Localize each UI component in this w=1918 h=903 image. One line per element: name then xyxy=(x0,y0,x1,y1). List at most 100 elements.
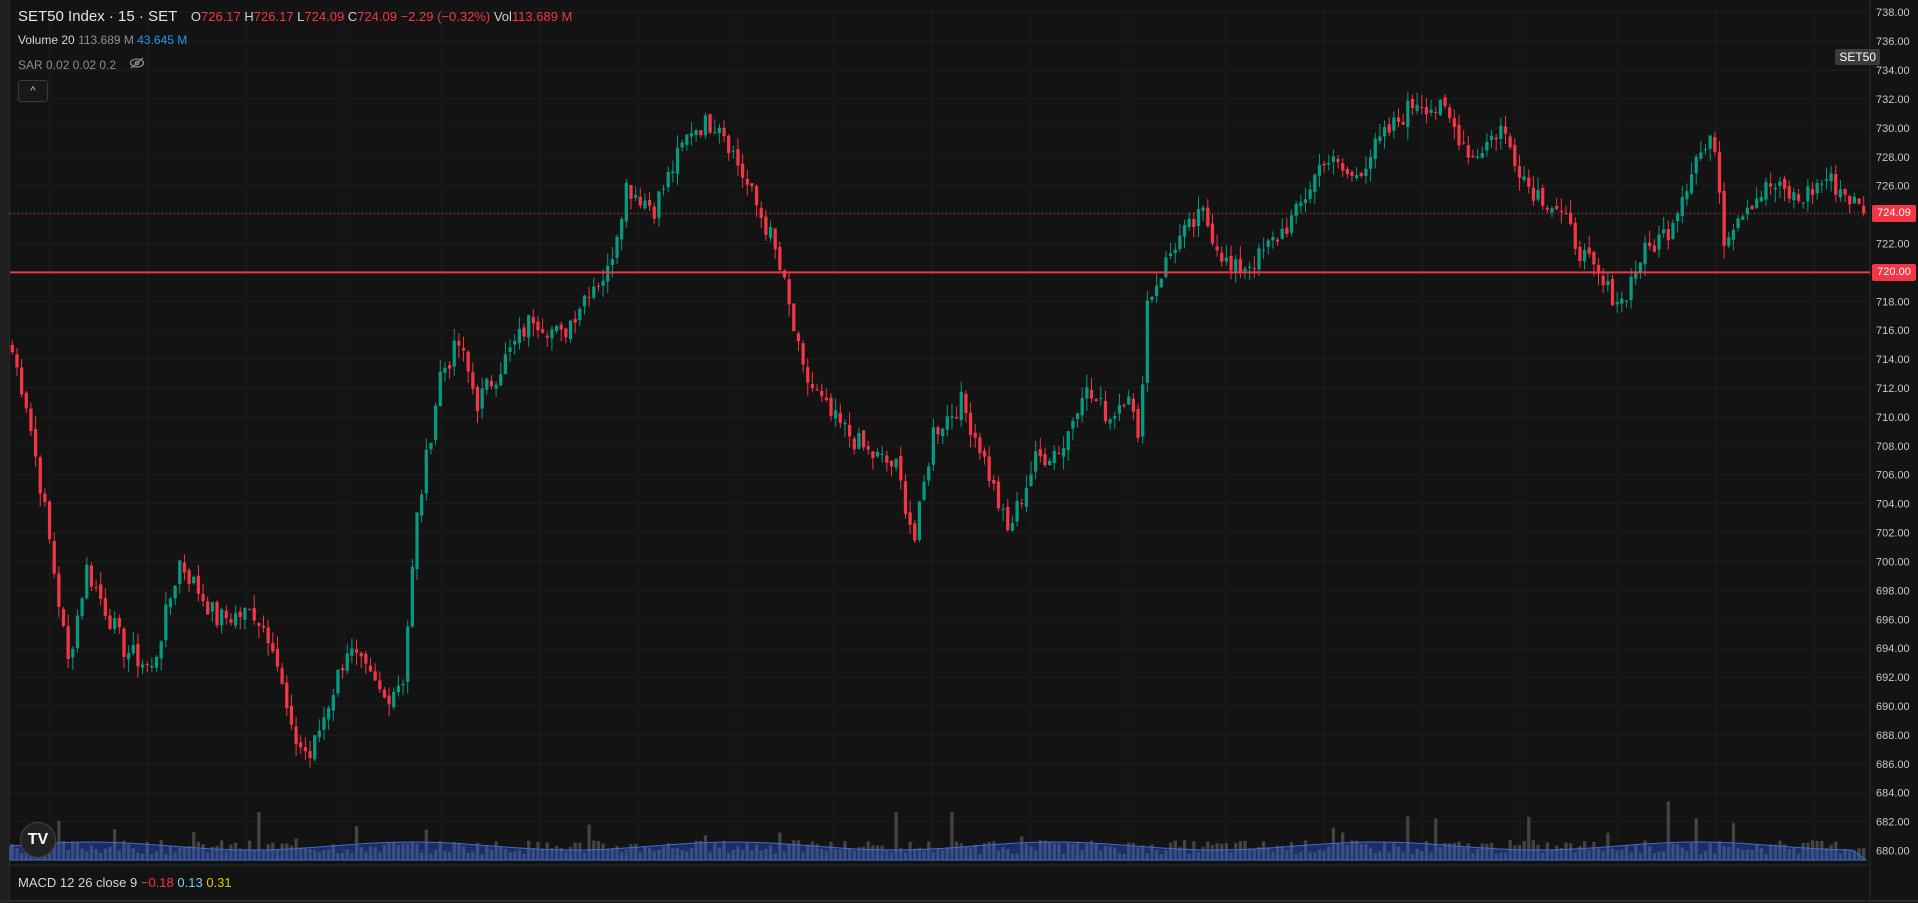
volume-bar xyxy=(768,845,773,860)
volume-bar xyxy=(340,852,345,860)
candle-body xyxy=(340,668,345,671)
volume-bar xyxy=(1522,841,1526,860)
candle-body xyxy=(722,127,726,137)
candle-body xyxy=(303,746,308,752)
volume-bar xyxy=(964,846,968,860)
candle-body xyxy=(880,453,884,455)
volume-bar xyxy=(638,852,642,860)
candle-body xyxy=(1796,194,1801,201)
volume-bar xyxy=(233,842,238,860)
candle-body xyxy=(145,663,149,666)
candle-body xyxy=(996,481,1001,509)
candle-body xyxy=(1769,183,1773,187)
candle-body xyxy=(1206,207,1210,227)
volume-bar xyxy=(866,841,870,860)
volume-bar xyxy=(420,852,424,860)
candle-body xyxy=(778,246,782,271)
symbol-title[interactable]: SET50 Index · 15 · SET xyxy=(18,8,178,25)
candle-body xyxy=(364,653,368,664)
sar-indicator-legend[interactable]: SAR 0.02 0.02 0.2 xyxy=(18,57,145,72)
volume-bar xyxy=(52,844,56,860)
volume-bar xyxy=(61,840,66,860)
volume-bar xyxy=(485,845,489,860)
candle-body xyxy=(52,541,56,574)
volume-bar xyxy=(1075,841,1080,860)
volume-bar xyxy=(592,840,596,860)
candle-body xyxy=(1662,229,1666,234)
candle-body xyxy=(89,565,94,587)
candle-body xyxy=(680,142,684,148)
volume-bar xyxy=(178,847,182,860)
volume-bar xyxy=(238,848,242,860)
volume-bar xyxy=(159,840,163,860)
candle-body xyxy=(871,451,875,458)
volume-bar xyxy=(731,849,735,860)
volume-bar xyxy=(657,849,661,860)
volume-bar xyxy=(173,852,177,860)
candle-body xyxy=(889,460,894,467)
candle-body xyxy=(336,669,340,694)
candle-body xyxy=(1475,156,1480,158)
y-tick-label: 716.00 xyxy=(1876,325,1910,337)
candle-body xyxy=(787,279,791,305)
volume-bar xyxy=(959,843,963,860)
candle-body xyxy=(1066,431,1070,451)
candle-body xyxy=(1103,400,1108,422)
volume-bar xyxy=(433,850,438,860)
candle-body xyxy=(638,196,642,206)
volume-bar xyxy=(647,848,652,860)
volume-bar xyxy=(1782,844,1787,860)
candle-body xyxy=(1061,448,1066,457)
volume-bar xyxy=(792,840,796,860)
candle-body xyxy=(1596,264,1601,274)
candle-body xyxy=(1773,187,1777,190)
candle-body xyxy=(564,328,568,338)
candle-body xyxy=(792,303,796,332)
volume-bar xyxy=(1150,844,1154,860)
candle-body xyxy=(1466,145,1470,158)
volume-bar xyxy=(982,843,987,860)
volume-bar xyxy=(206,852,210,860)
volume-bar xyxy=(1261,841,1266,860)
y-tick-label: 688.00 xyxy=(1876,730,1910,742)
sar-indicator-label: SAR 0.02 0.02 0.2 xyxy=(18,58,117,72)
candle-body xyxy=(754,186,759,206)
tradingview-logo-icon[interactable]: TV xyxy=(20,822,56,858)
volume-bar xyxy=(354,826,359,860)
candle-body xyxy=(843,422,847,425)
volume-bar xyxy=(410,841,414,860)
volume-bar xyxy=(1113,847,1117,860)
volume-bar xyxy=(564,851,568,860)
candle-body xyxy=(1099,398,1103,400)
candle-body xyxy=(1722,190,1726,246)
volume-bar xyxy=(1736,847,1740,860)
volume-bar xyxy=(1392,843,1396,860)
volume-indicator-value: 113.689 M xyxy=(78,33,134,47)
candle-body xyxy=(401,683,405,686)
candle-body xyxy=(1862,205,1866,214)
candle-body xyxy=(922,481,926,500)
candle-body xyxy=(1122,404,1126,407)
eye-slash-icon[interactable] xyxy=(129,57,145,72)
candle-body xyxy=(406,626,410,683)
volume-bar xyxy=(1238,841,1242,860)
volume-bar xyxy=(1689,843,1694,860)
volume-indicator-legend[interactable]: Volume 20 113.689 M 43.645 M xyxy=(18,33,187,47)
volume-bar xyxy=(1029,846,1033,860)
macd-legend[interactable]: MACD 12 26 close 9 −0.18 0.13 0.31 xyxy=(18,875,232,890)
y-tick-label: 730.00 xyxy=(1876,123,1910,135)
collapse-legend-button[interactable]: ^ xyxy=(18,80,48,102)
volume-bar xyxy=(429,853,433,860)
candle-body xyxy=(820,390,824,396)
candle-body xyxy=(531,317,535,324)
candle-body xyxy=(1610,278,1615,306)
candle-body xyxy=(1671,222,1675,239)
candle-body xyxy=(1359,173,1363,176)
candle-body xyxy=(936,427,940,435)
y-tick-label: 690.00 xyxy=(1876,701,1910,713)
volume-bar xyxy=(1848,850,1852,860)
y-tick-label: 696.00 xyxy=(1876,614,1910,626)
volume-bar xyxy=(322,850,326,860)
volume-bar xyxy=(1708,843,1712,860)
